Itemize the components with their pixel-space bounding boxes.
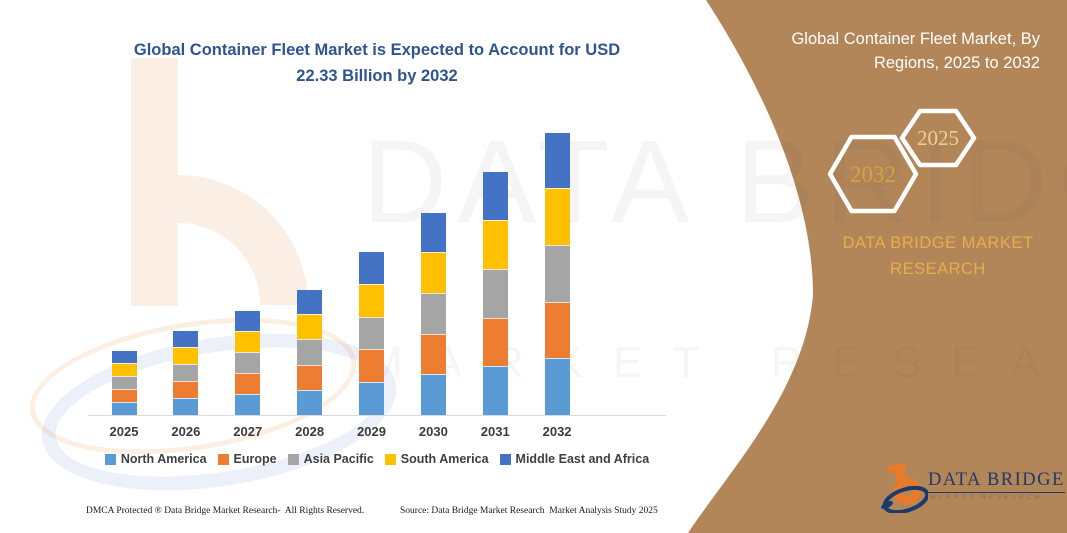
segment-south-america-2027: [235, 330, 261, 352]
hexagon-2025-label: 2025: [917, 126, 959, 150]
legend-label-south-america: South America: [400, 452, 489, 466]
hexagon-2032-label: 2032: [850, 162, 896, 187]
segment-north-america-2030: [420, 374, 446, 415]
segment-europe-2027: [235, 372, 261, 394]
x-tick-2025: 2025: [109, 424, 139, 439]
segment-north-america-2028: [297, 389, 323, 415]
logo-subtext: MARKET RESEARCH: [930, 494, 1043, 501]
segment-middle-east-and-africa-2032: [544, 132, 570, 189]
segment-asia-pacific-2027: [235, 351, 261, 373]
x-tick-2029: 2029: [357, 424, 386, 439]
segment-middle-east-and-africa-2031: [482, 172, 508, 221]
segment-europe-2031: [482, 317, 508, 367]
data-bridge-logo-icon: [881, 464, 928, 513]
brand-text: DATA BRIDGE MARKET RESEARCH: [800, 230, 1067, 283]
segment-north-america-2029: [358, 382, 384, 415]
x-tick-2031: 2031: [480, 424, 510, 439]
segment-north-america-2032: [544, 358, 570, 415]
stacked-bar-2032: [544, 132, 570, 415]
segment-asia-pacific-2025: [111, 376, 137, 390]
segment-asia-pacific-2032: [544, 245, 570, 302]
segment-north-america-2025: [111, 402, 137, 415]
legend-label-asia-pacific: Asia Pacific: [303, 452, 374, 466]
side-panel-title: Global Container Fleet Market, By Region…: [720, 28, 1040, 76]
segment-south-america-2030: [420, 252, 446, 294]
legend-label-north-america: North America: [120, 452, 207, 466]
segment-middle-east-and-africa-2029: [358, 252, 384, 284]
segment-north-america-2026: [173, 398, 199, 415]
segment-asia-pacific-2029: [358, 316, 384, 350]
legend-item-europe: Europe: [217, 452, 277, 466]
chart-title-line2: 22.33 Billion by 2032: [296, 66, 458, 85]
segment-europe-2029: [358, 349, 384, 383]
x-tick-2032: 2032: [542, 424, 572, 439]
segment-europe-2026: [173, 381, 199, 399]
legend-swatch-north-america: [104, 453, 116, 465]
stacked-bar-2025: [111, 351, 137, 415]
x-tick-2028: 2028: [295, 424, 325, 439]
stacked-bar-2029: [358, 252, 384, 415]
stacked-bar-2026: [173, 331, 199, 415]
segment-asia-pacific-2030: [420, 293, 446, 334]
segment-middle-east-and-africa-2026: [173, 331, 199, 348]
segment-europe-2028: [297, 364, 323, 390]
legend-swatch-south-america: [384, 453, 396, 465]
hexagon-badges: 2025 2032: [827, 108, 977, 214]
segment-middle-east-and-africa-2030: [420, 212, 446, 253]
segment-south-america-2026: [173, 347, 199, 365]
segment-south-america-2028: [297, 314, 323, 340]
segment-europe-2025: [111, 389, 137, 403]
logo-wordmark: DATA BRIDGE: [928, 470, 1065, 493]
x-tick-2027: 2027: [233, 424, 263, 439]
side-panel-title-line1: Global Container Fleet Market, By: [791, 30, 1040, 48]
stacked-bar-2027: [235, 310, 261, 415]
legend-item-middle-east-and-africa: Middle East and Africa: [499, 452, 650, 466]
chart-legend: North America Europe Asia Pacific South Ame…: [88, 452, 666, 466]
segment-asia-pacific-2031: [482, 268, 508, 318]
watermark-logo-bowl: [178, 175, 308, 305]
bar-group: [88, 132, 666, 416]
segment-middle-east-and-africa-2028: [297, 289, 323, 315]
segment-asia-pacific-2026: [173, 364, 199, 382]
segment-north-america-2031: [482, 366, 508, 415]
x-axis-labels: 2025 2026 2027 2028 2029 2030 2031 2032: [88, 424, 666, 442]
x-tick-2030: 2030: [418, 424, 448, 439]
segment-north-america-2027: [235, 393, 261, 415]
stacked-bar-2031: [482, 172, 508, 415]
segment-asia-pacific-2028: [297, 339, 323, 365]
brand-text-line2: RESEARCH: [890, 260, 986, 279]
segment-south-america-2025: [111, 363, 137, 377]
footer-source-text: Source: Data Bridge Market Research Mark…: [400, 506, 658, 516]
legend-swatch-asia-pacific: [287, 453, 299, 465]
watermark-text-line1: DATA BRIDGE: [362, 116, 1067, 248]
hexagon-2032-badge: 2032: [827, 134, 919, 214]
legend-label-europe: Europe: [233, 452, 277, 466]
segment-middle-east-and-africa-2027: [235, 310, 261, 331]
segment-south-america-2031: [482, 220, 508, 269]
segment-europe-2032: [544, 301, 570, 359]
segment-europe-2030: [420, 333, 446, 375]
legend-label-middle-east-and-africa: Middle East and Africa: [515, 452, 650, 466]
footer-dmca-text: DMCA Protected ® Data Bridge Market Rese…: [86, 506, 365, 516]
watermark-logo-stem: [131, 58, 178, 306]
segment-south-america-2029: [358, 283, 384, 317]
legend-swatch-europe: [217, 453, 229, 465]
segment-middle-east-and-africa-2025: [111, 351, 137, 364]
stacked-bar-2028: [297, 289, 323, 415]
side-panel-title-line2: Regions, 2025 to 2032: [873, 53, 1040, 72]
legend-swatch-middle-east-and-africa: [499, 453, 511, 465]
legend-item-north-america: North America: [104, 452, 207, 466]
chart-title-line1: Global Container Fleet Market is Expecte…: [133, 41, 621, 59]
x-tick-2026: 2026: [171, 424, 201, 439]
brand-text-line1: DATA BRIDGE MARKET: [842, 234, 1034, 252]
segment-south-america-2032: [544, 188, 570, 246]
chart-title: Global Container Fleet Market is Expecte…: [88, 38, 666, 89]
hexagon-2025-badge: 2025: [899, 108, 977, 168]
legend-item-asia-pacific: Asia Pacific: [287, 452, 374, 466]
legend-item-south-america: South America: [384, 452, 489, 466]
stacked-bar-2030: [420, 212, 446, 415]
